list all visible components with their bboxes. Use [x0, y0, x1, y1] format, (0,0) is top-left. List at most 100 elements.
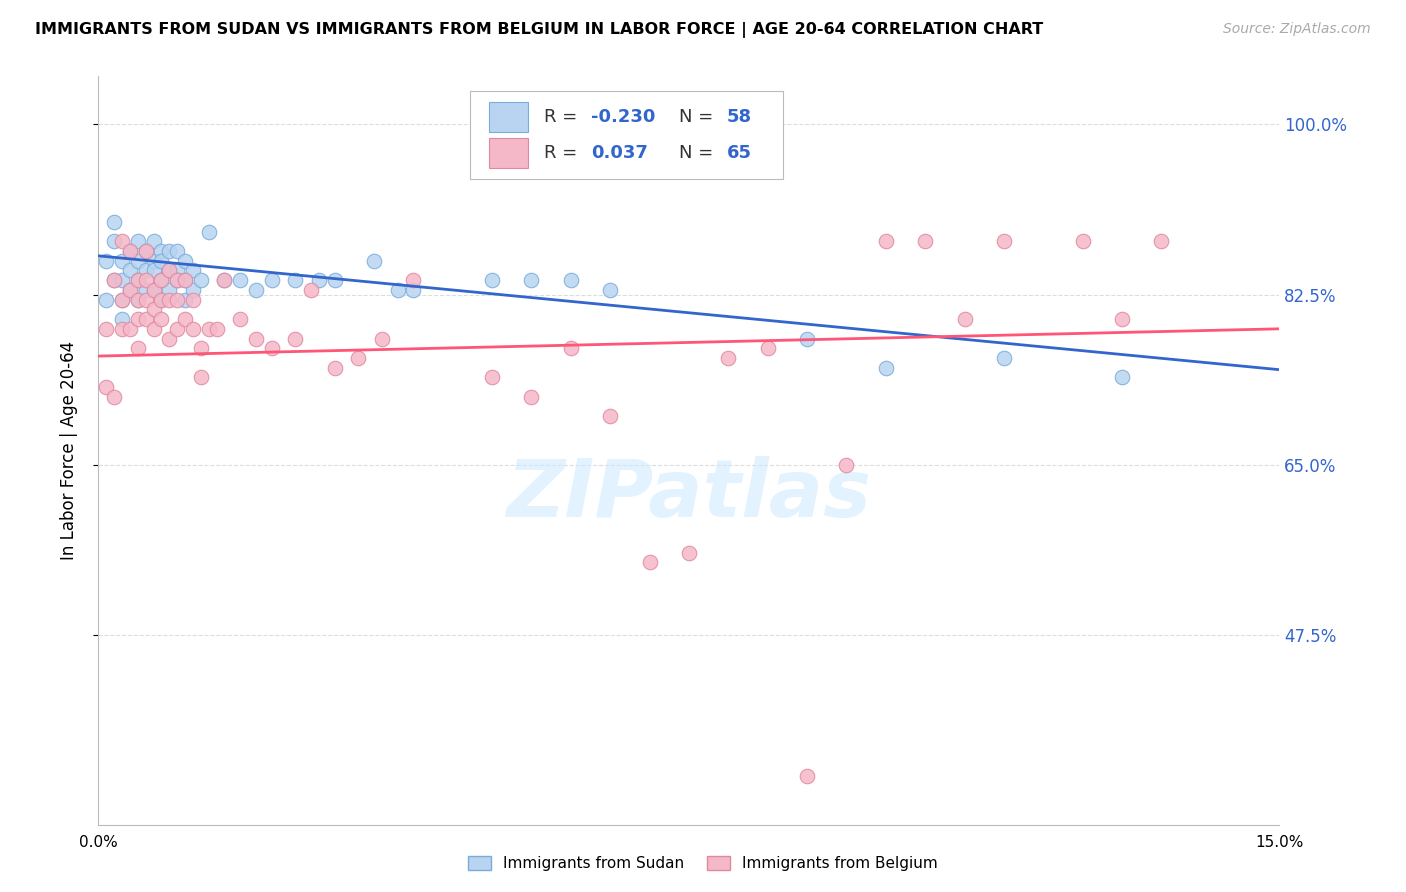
Text: Source: ZipAtlas.com: Source: ZipAtlas.com	[1223, 22, 1371, 37]
Point	[875, 360, 897, 375]
Point	[166, 263, 188, 277]
Point	[166, 244, 188, 258]
Point	[111, 234, 134, 248]
Point	[638, 555, 661, 569]
Point	[323, 360, 346, 375]
Point	[150, 273, 173, 287]
Point	[245, 332, 267, 346]
Point	[481, 370, 503, 384]
Point	[142, 322, 165, 336]
Point	[260, 273, 283, 287]
Point	[127, 293, 149, 307]
Point	[118, 283, 141, 297]
Point	[229, 312, 252, 326]
Point	[284, 273, 307, 287]
Point	[205, 322, 228, 336]
Point	[756, 341, 779, 355]
Point	[142, 283, 165, 297]
Point	[157, 332, 180, 346]
Point	[520, 273, 543, 287]
Point	[402, 283, 425, 297]
Point	[190, 370, 212, 384]
Point	[118, 283, 141, 297]
Point	[181, 322, 204, 336]
Point	[127, 273, 149, 287]
Point	[299, 283, 322, 297]
Point	[197, 322, 219, 336]
Text: 58: 58	[727, 108, 752, 126]
Point	[174, 273, 197, 287]
Point	[127, 253, 149, 268]
Point	[157, 293, 180, 307]
Point	[914, 234, 936, 248]
Point	[150, 273, 173, 287]
Point	[1071, 234, 1094, 248]
Point	[96, 293, 118, 307]
Point	[560, 273, 582, 287]
Point	[174, 253, 197, 268]
Text: 65: 65	[727, 144, 752, 162]
Point	[214, 273, 236, 287]
Point	[181, 293, 204, 307]
Point	[127, 293, 149, 307]
Point	[560, 341, 582, 355]
Point	[142, 283, 165, 297]
Point	[111, 322, 134, 336]
Point	[103, 390, 125, 404]
Point	[150, 312, 173, 326]
Point	[599, 409, 621, 424]
Point	[993, 351, 1015, 365]
Point	[190, 273, 212, 287]
Point	[135, 244, 157, 258]
Point	[135, 244, 157, 258]
Point	[96, 253, 118, 268]
Point	[111, 253, 134, 268]
Point	[481, 273, 503, 287]
Point	[135, 273, 157, 287]
Point	[118, 244, 141, 258]
Point	[371, 332, 394, 346]
Point	[174, 273, 197, 287]
Point	[190, 341, 212, 355]
Point	[111, 312, 134, 326]
Point	[150, 293, 173, 307]
Point	[96, 322, 118, 336]
Point	[284, 332, 307, 346]
Text: R =: R =	[544, 144, 589, 162]
Point	[157, 263, 180, 277]
Point	[142, 253, 165, 268]
Point	[166, 322, 188, 336]
Point	[150, 244, 173, 258]
Point	[260, 341, 283, 355]
Text: 0.037: 0.037	[591, 144, 648, 162]
Text: ZIPatlas: ZIPatlas	[506, 457, 872, 534]
Point	[103, 215, 125, 229]
Point	[127, 341, 149, 355]
Bar	[471, 91, 783, 179]
Point	[135, 283, 157, 297]
Point	[323, 273, 346, 287]
Point	[166, 273, 188, 287]
Point	[111, 293, 134, 307]
Point	[181, 283, 204, 297]
Point	[993, 234, 1015, 248]
Point	[796, 332, 818, 346]
Point	[103, 273, 125, 287]
Point	[1111, 370, 1133, 384]
Point	[678, 546, 700, 560]
Point	[174, 312, 197, 326]
Point	[1150, 234, 1173, 248]
Point	[127, 273, 149, 287]
Point	[197, 225, 219, 239]
Point	[214, 273, 236, 287]
Point	[103, 273, 125, 287]
Point	[363, 253, 385, 268]
Point	[118, 263, 141, 277]
Point	[150, 253, 173, 268]
Point	[174, 293, 197, 307]
Point	[347, 351, 370, 365]
Text: R =: R =	[544, 108, 582, 126]
Text: N =: N =	[679, 144, 720, 162]
Bar	[489, 138, 529, 168]
Point	[96, 380, 118, 394]
